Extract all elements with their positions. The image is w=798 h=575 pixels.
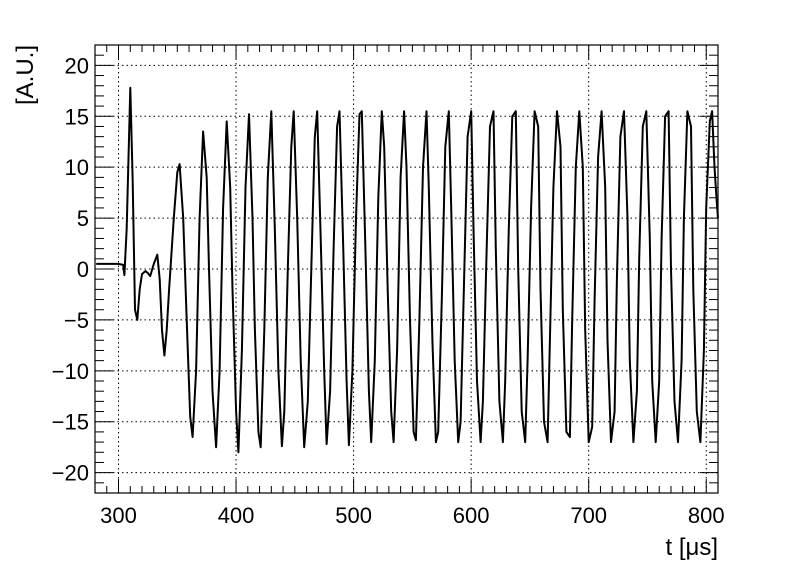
- signal-series-line: [96, 86, 719, 454]
- y-axis-title: [A.U.]: [12, 45, 39, 105]
- y-tick-labels: −20 −15 −10 −5 0 5 10 15 20: [52, 53, 89, 485]
- x-tick-label: 500: [335, 503, 372, 528]
- y-tick-label: −15: [52, 410, 89, 435]
- x-tick-label: 400: [218, 503, 255, 528]
- y-tick-label: −10: [52, 359, 89, 384]
- y-tick-label: 20: [65, 53, 89, 78]
- y-tick-label: −20: [52, 461, 89, 486]
- y-tick-label: 15: [65, 104, 89, 129]
- y-tick-label: 10: [65, 155, 89, 180]
- y-tick-label: 0: [77, 257, 89, 282]
- x-tick-label: 700: [570, 503, 607, 528]
- y-tick-label: −5: [64, 308, 89, 333]
- axis-ticks: [94, 44, 719, 494]
- x-tick-labels: 300 400 500 600 700 800: [100, 503, 724, 528]
- x-axis-title: t [μs]: [666, 534, 719, 561]
- plot-frame: [94, 44, 719, 494]
- x-tick-label: 600: [453, 503, 490, 528]
- x-tick-label: 300: [100, 503, 137, 528]
- x-tick-label: 800: [688, 503, 725, 528]
- y-tick-label: 5: [77, 206, 89, 231]
